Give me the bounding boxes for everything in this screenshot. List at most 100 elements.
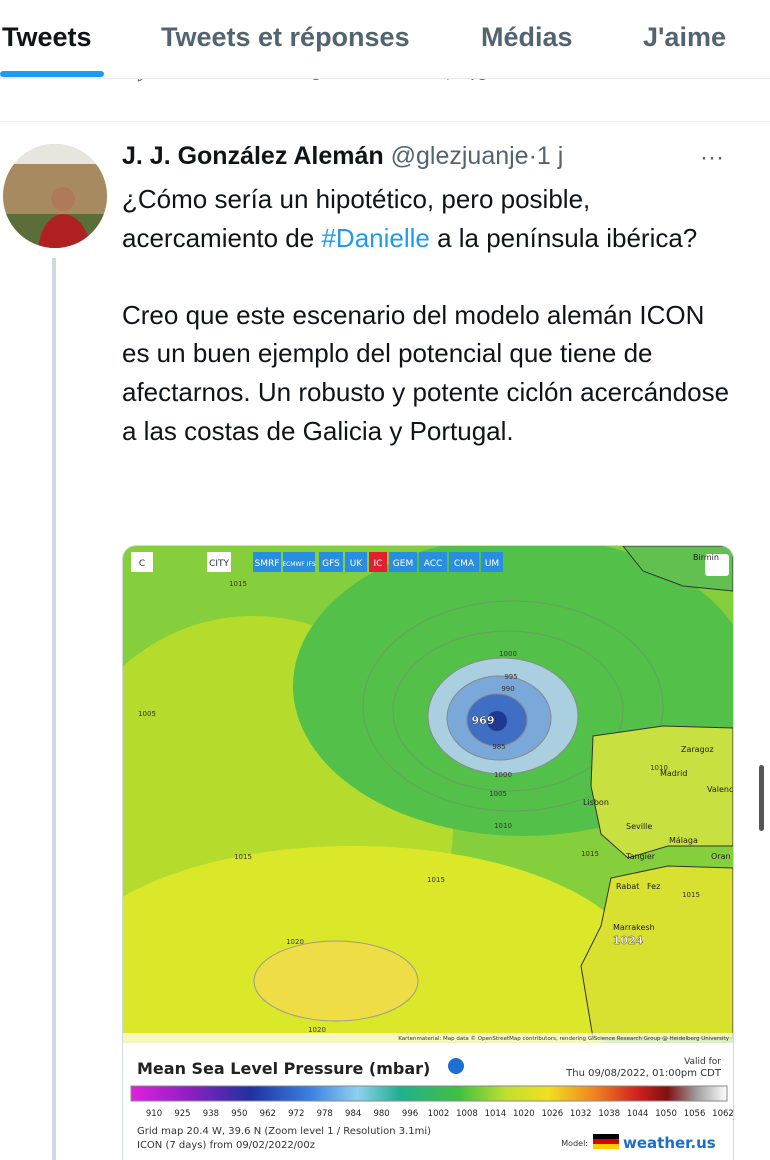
tab[interactable]: J'aime — [643, 22, 726, 52]
share-icon[interactable] — [705, 554, 729, 576]
contour — [362, 600, 664, 812]
toolbar-button[interactable] — [207, 552, 231, 572]
city-label: Valenc — [707, 785, 733, 794]
face — [51, 187, 75, 211]
flag — [593, 1144, 619, 1149]
scrollbar — [759, 765, 764, 831]
author[interactable]: J. J. González Alemán — [122, 142, 384, 170]
grid-info: Grid map 20.4 W, 39.6 N (Zoom level 1 / … — [137, 1126, 431, 1137]
scale-label: 996 — [402, 1109, 418, 1119]
flag — [593, 1134, 619, 1139]
city-label: Málaga — [669, 836, 698, 845]
contour-label: 995 — [504, 673, 517, 681]
toolbar-button[interactable] — [389, 552, 417, 572]
hashtag[interactable]: #Danielle — [321, 222, 430, 253]
scale-label: 1008 — [456, 1109, 478, 1119]
thread-line — [52, 258, 56, 1160]
separator — [0, 121, 770, 122]
contour-label: 1015 — [229, 580, 247, 588]
contour-label: 1005 — [138, 710, 156, 718]
legend-title: Mean Sea Level Pressure (mbar) — [137, 1059, 430, 1078]
contour-label: 1010 — [650, 764, 668, 772]
toolbar-label: ACC — [424, 559, 443, 569]
contour-label: 1005 — [489, 790, 507, 798]
contour-label: 1024 — [613, 934, 644, 947]
attribution: Kartenmaterial: Map data © OpenStreetMap… — [398, 1035, 729, 1042]
toolbar-button[interactable] — [131, 552, 153, 572]
tab[interactable]: Tweets — [2, 22, 92, 52]
toolbar-label: CITY — [209, 559, 229, 569]
toolbar-label: SMRF — [255, 559, 280, 569]
toolbar-button[interactable] — [283, 552, 315, 572]
tweet-header: J. J. González Alemán @glezjuanje·1 j — [122, 142, 563, 171]
toolbar-label: C — [139, 559, 145, 569]
toolbar-button[interactable] — [253, 552, 281, 572]
toolbar-label: GFS — [322, 559, 340, 569]
handle[interactable]: @glezjuanje — [390, 142, 529, 170]
avatar[interactable] — [3, 144, 107, 248]
contour-label: 1000 — [499, 650, 517, 658]
toolbar-label: UM — [485, 559, 499, 569]
scale-label: 980 — [373, 1109, 389, 1119]
toolbar-label: CMA — [454, 559, 475, 569]
valid-date: Thu 09/08/2022, 01:00pm CDT — [565, 1068, 722, 1079]
text: a la península ibérica? — [429, 222, 698, 253]
city-label: Tangier — [625, 852, 656, 861]
tab-bar: Tweets Tweets et réponses Médias J'aime — [0, 0, 770, 79]
tab[interactable]: Tweets et réponses — [161, 22, 410, 52]
weather-map: C CITY SMRF ECMWF IFS GFS UK IC GEM ACC CMA UM 1015… — [123, 546, 733, 1160]
city-label: Zaragoz — [681, 745, 714, 754]
toolbar-button[interactable] — [481, 552, 503, 572]
toolbar-label: GEM — [393, 559, 413, 569]
contour-label: 1015 — [682, 891, 700, 899]
contour-label: 1015 — [427, 876, 445, 884]
city-label: Birmin — [693, 553, 719, 562]
avatar-image — [3, 144, 107, 248]
scale-label: 1002 — [428, 1109, 450, 1119]
toolbar-button[interactable] — [319, 552, 343, 572]
scale-label: 1014 — [485, 1109, 507, 1119]
contour-label: 985 — [492, 743, 505, 751]
scale-label: 938 — [203, 1109, 219, 1119]
scale-label: 1056 — [684, 1109, 706, 1119]
scale-label: 962 — [260, 1109, 276, 1119]
contour-label: 1010 — [494, 822, 512, 830]
tweet-text: ¿Cómo sería un hipotético, pero posible,… — [122, 180, 732, 489]
contour-label: 1015 — [581, 850, 599, 858]
flag — [593, 1139, 619, 1144]
scale-label: 1032 — [570, 1109, 592, 1119]
scale-label: 925 — [174, 1109, 190, 1119]
high — [253, 940, 419, 1022]
contour-label: 1020 — [308, 1026, 326, 1034]
toolbar-button[interactable] — [369, 552, 387, 572]
run-info: ICON (7 days) from 09/02/2022/00z — [137, 1140, 315, 1151]
scale-label: 972 — [288, 1109, 304, 1119]
color-scale — [130, 1085, 728, 1102]
scale-label: 910 — [146, 1109, 162, 1119]
scale-label: 950 — [231, 1109, 247, 1119]
toolbar-label: IC — [374, 559, 383, 569]
valid-for: Valid for — [684, 1057, 721, 1067]
toolbar-button[interactable] — [419, 552, 447, 572]
scale-label: 1038 — [598, 1109, 620, 1119]
brand[interactable]: weather.us — [623, 1134, 716, 1152]
tab[interactable]: Médias — [481, 22, 573, 52]
city-label: Rabat — [616, 882, 639, 891]
scale-label: 1062 — [712, 1109, 733, 1119]
scale-label: 1020 — [513, 1109, 535, 1119]
contour-label: 1000 — [494, 771, 512, 779]
info-icon[interactable] — [448, 1058, 464, 1074]
more-button[interactable]: ··· — [700, 144, 724, 171]
city-label: Fez — [647, 882, 660, 891]
toolbar-button[interactable] — [345, 552, 367, 572]
toolbar-button[interactable] — [449, 552, 479, 572]
text: ¿Cómo sería un hipotético, pero posible,… — [122, 184, 591, 253]
contour-label: 990 — [501, 685, 514, 693]
iberia — [590, 725, 733, 859]
tweet-image[interactable]: C CITY SMRF ECMWF IFS GFS UK IC GEM ACC CMA UM 1015… — [122, 545, 734, 1160]
time[interactable]: 1 j — [536, 142, 564, 170]
contour — [392, 630, 624, 792]
paragraph: ¿Cómo sería un hipotético, pero posible,… — [122, 180, 732, 257]
contour-label: 969 — [472, 714, 495, 727]
